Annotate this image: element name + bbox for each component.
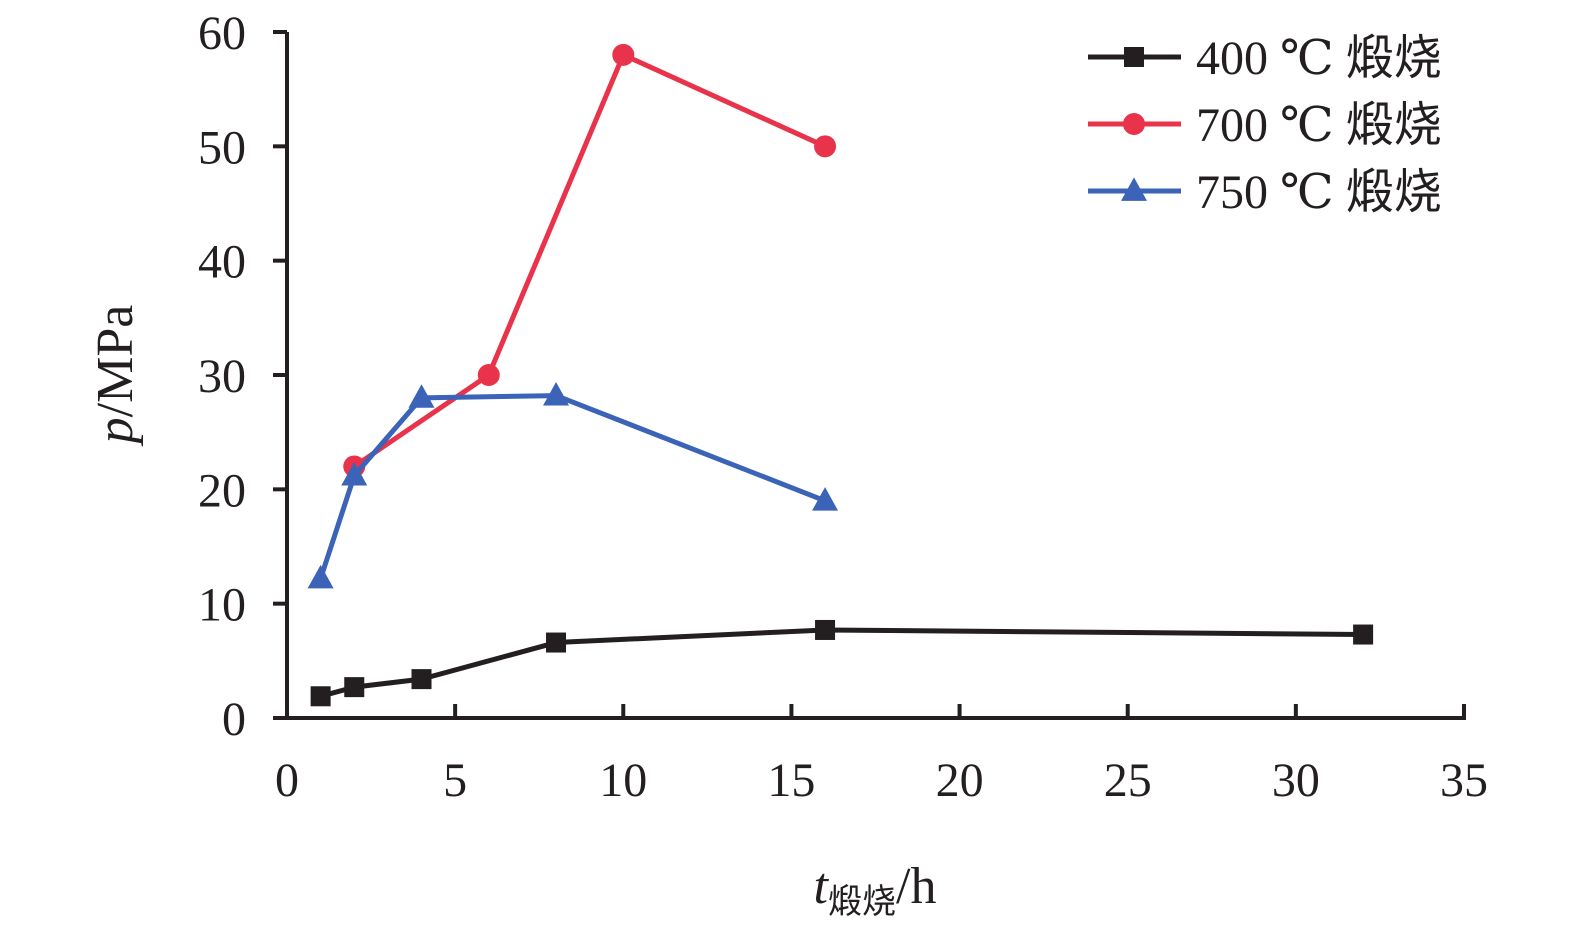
x-axis-title: t煅烧/h (814, 858, 937, 921)
data-point-square (344, 677, 365, 698)
x-tick-label: 10 (599, 754, 647, 807)
x-tick-label: 20 (936, 754, 984, 807)
legend-label: 750 ℃ 煅烧 (1196, 166, 1442, 219)
legend: 400 ℃ 煅烧 700 ℃ 煅烧 750 ℃ 煅烧 (1088, 32, 1442, 219)
y-tick-label: 10 (198, 579, 246, 632)
legend-marker-circle (1123, 113, 1145, 135)
data-point-square (815, 619, 836, 640)
series-circle (343, 43, 837, 478)
x-axis-subscript: 煅烧 (828, 883, 896, 921)
x-tick-label: 35 (1440, 754, 1488, 807)
data-point-triangle (307, 564, 334, 589)
y-tick-label: 30 (198, 350, 246, 403)
y-tick-label: 20 (198, 464, 246, 517)
y-axis-variable: p (87, 417, 144, 447)
data-point-circle (612, 43, 635, 66)
legend-marker-square (1124, 47, 1144, 67)
x-tick-label: 15 (767, 754, 815, 807)
y-tick-label: 60 (198, 7, 246, 60)
series-line (318, 393, 826, 580)
x-tick-label: 25 (1104, 754, 1152, 807)
y-tick-label: 40 (198, 236, 246, 289)
x-axis-unit: /h (896, 858, 936, 915)
x-tick-label: 5 (443, 754, 467, 807)
data-point-square (546, 632, 567, 653)
x-tick-label: 30 (1272, 754, 1320, 807)
legend-item: 750 ℃ 煅烧 (1088, 166, 1442, 219)
y-tick-label: 50 (198, 121, 246, 174)
series-line (352, 52, 827, 469)
data-point-square (411, 669, 432, 690)
data-point-triangle (341, 461, 368, 486)
data-point-triangle (812, 487, 839, 511)
data-point-circle (477, 364, 500, 386)
series-line (319, 627, 1364, 699)
legend-label: 700 ℃ 煅烧 (1196, 99, 1442, 152)
data-point-triangle (543, 381, 570, 406)
series-triangle (307, 381, 839, 589)
data-point-circle (814, 135, 837, 158)
y-tick-label: 0 (222, 693, 246, 746)
data-point-square (310, 686, 331, 707)
legend-marker-triangle (1121, 177, 1147, 201)
x-axis-variable: t (814, 858, 830, 915)
y-axis-title: p/MPa (87, 305, 144, 448)
ticks: 0 10 20 30 40 50 60 0 5 10 15 20 25 30 35 (198, 7, 1488, 807)
legend-label: 400 ℃ 煅烧 (1196, 32, 1442, 85)
data-point-triangle (408, 384, 435, 408)
legend-item: 400 ℃ 煅烧 (1088, 32, 1442, 85)
series-group (307, 43, 1374, 707)
series-square (310, 619, 1374, 707)
data-point-square (1353, 624, 1374, 645)
x-tick-label: 0 (275, 754, 299, 807)
y-axis-unit: /MPa (87, 305, 144, 418)
legend-item: 700 ℃ 煅烧 (1088, 99, 1442, 152)
